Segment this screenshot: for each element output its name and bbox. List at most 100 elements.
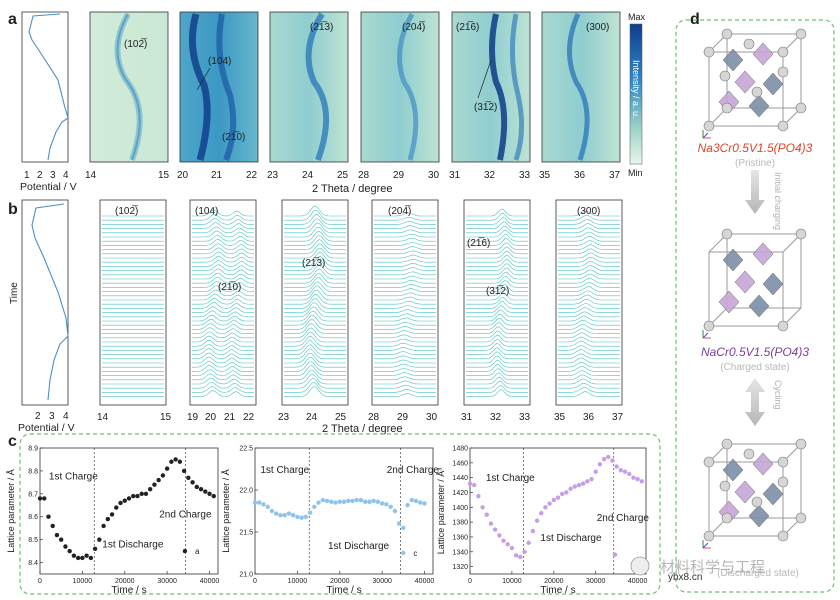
potential-tick-2: 2: [37, 170, 43, 181]
tick-37: 37: [609, 170, 621, 181]
charged-state: (Charged state): [720, 362, 789, 373]
waterfall-trace: [466, 250, 528, 259]
waterfall-trace: [466, 284, 528, 292]
y-tick-label: 22.5: [239, 446, 253, 453]
waterfall-trace: [466, 385, 528, 393]
data-point: [501, 538, 506, 543]
waterfall-trace: [192, 318, 254, 326]
waterfall-trace: [466, 271, 528, 280]
peak-label-216: (21̅6): [456, 21, 479, 33]
tick-28: 28: [358, 170, 370, 181]
waterfall-trace: [192, 360, 254, 368]
x-tick-label: 0: [253, 578, 257, 585]
waterfall-trace: [466, 296, 528, 305]
y-tick-label: 1420: [452, 490, 468, 497]
waterfall-trace: [558, 383, 620, 389]
y-tick-label: 21.0: [239, 572, 253, 579]
data-point: [396, 521, 402, 526]
waterfall-trace: [192, 243, 254, 250]
waterfall-trace: [466, 355, 528, 364]
waterfall-trace: [558, 311, 620, 318]
x-tick-label: 40000: [415, 578, 435, 585]
waterfall-trace: [374, 237, 436, 242]
cycle-annotation: 1st Charge: [49, 472, 98, 483]
data-point: [564, 490, 569, 495]
charged-formula: NaCr0.5V1.5(PO4)3: [701, 345, 809, 359]
waterfall-trace: [558, 328, 620, 334]
waterfall-trace: [466, 242, 528, 250]
waterfall-trace: [374, 389, 436, 393]
data-point: [601, 456, 607, 462]
waterfall-trace: [374, 385, 436, 389]
waterfall-trace: [192, 377, 254, 385]
data-point: [273, 511, 279, 516]
data-point: [97, 537, 102, 542]
waterfall-trace: [192, 230, 254, 238]
waterfall-trace: [466, 334, 528, 343]
waterfall-trace: [284, 264, 346, 276]
pristine-state: (Pristine): [735, 158, 775, 169]
waterfall-trace: [374, 267, 436, 271]
waterfall-trace: [558, 315, 620, 322]
polyhedron: [762, 482, 784, 506]
data-point: [109, 512, 115, 517]
data-point: [614, 464, 619, 469]
data-point: [639, 479, 645, 484]
data-point: [50, 523, 55, 529]
waterfall-trace: [558, 235, 620, 242]
wf-tick-31: 31: [461, 412, 473, 423]
data-point: [375, 499, 381, 504]
waterfall-trace: [466, 381, 528, 389]
data-point: [303, 514, 309, 520]
waterfall-trace: [284, 302, 346, 313]
waterfall-trace: [374, 284, 436, 288]
arrow-down: [745, 170, 765, 214]
waterfall-trace: [284, 298, 346, 309]
tick-33: 33: [519, 170, 531, 181]
data-point: [46, 514, 51, 519]
arrow-label-cycling: Cycling: [773, 380, 783, 410]
waterfall-trace: [284, 306, 346, 318]
waterfall-trace: [192, 352, 254, 360]
potential-curve: [28, 13, 69, 161]
lattice-scatter-plots: 0 10000 20000 30000 40000 8.4 8.5 8.6 8.7 8.8 8.9 a…: [6, 446, 649, 597]
waterfall-frame: [99, 199, 167, 406]
data-point: [63, 544, 68, 549]
cycle-annotation: 2nd Charge: [159, 509, 212, 520]
waterfall-trace: [374, 242, 436, 246]
wf-peak-210: (21̅0): [218, 281, 241, 293]
data-point: [539, 511, 544, 516]
waterfall-trace: [192, 226, 254, 234]
waterfall-trace: [192, 276, 254, 284]
wf-peak-312: (31̅2): [486, 285, 509, 297]
x-tick-label: 10000: [73, 578, 93, 585]
data-point: [190, 480, 195, 485]
data-point: [530, 528, 536, 534]
y-tick-label: 22.0: [239, 488, 253, 495]
peak-label-204: (204̅): [402, 21, 425, 33]
data-point: [269, 508, 275, 514]
y-axis-label: Lattice parameter / Å: [6, 469, 16, 553]
waterfall-trace: [284, 377, 346, 389]
data-point: [203, 489, 208, 494]
data-point: [555, 495, 561, 500]
potential-tick-3: 3: [50, 170, 56, 181]
x-tick-label: 10000: [288, 578, 308, 585]
wf-peak-300: (300): [577, 206, 600, 217]
tick-24: 24: [302, 170, 314, 181]
y-tick-label: 8.6: [28, 514, 38, 521]
waterfall-trace: [192, 260, 255, 267]
sodium-atom: [795, 512, 807, 524]
waterfall-trace: [558, 370, 620, 376]
waterfall-trace: [466, 267, 528, 276]
polyhedron: [762, 72, 784, 96]
waterfall-trace: [558, 286, 620, 292]
cycle-annotation: 1st Discharge: [328, 541, 390, 552]
tick-32: 32: [484, 170, 496, 181]
peak-label-300: (300): [586, 22, 609, 33]
data-point: [316, 500, 321, 505]
y-tick-label: 1340: [452, 549, 468, 556]
wf-tick-30: 30: [426, 412, 438, 423]
waterfall-trace: [374, 376, 436, 381]
data-point: [131, 493, 136, 499]
